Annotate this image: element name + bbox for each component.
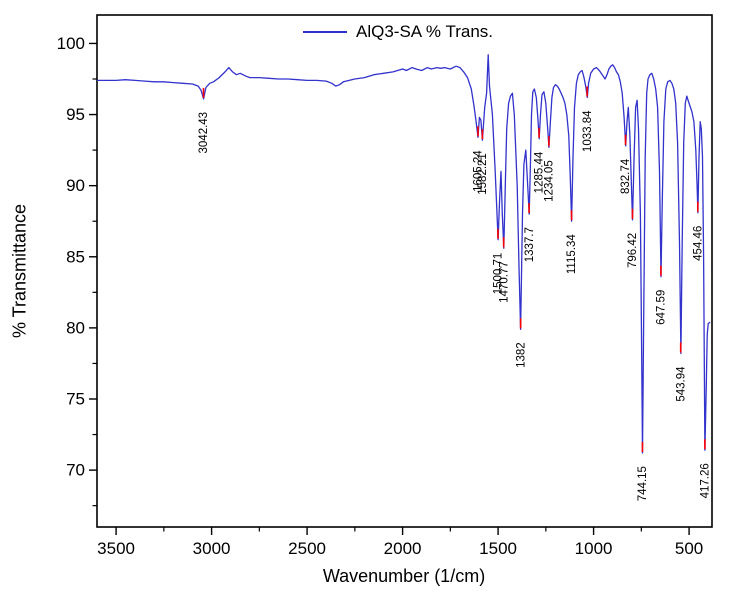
x-tick-label: 3500 <box>97 539 135 558</box>
peak-label: 1500.71 <box>493 253 505 295</box>
peak-label: 543.94 <box>675 366 687 402</box>
peak-label: 832.74 <box>620 158 632 194</box>
peak-label: 1382 <box>515 342 527 368</box>
legend: AlQ3-SA % Trans. <box>303 22 493 42</box>
peak-label: 744.15 <box>637 466 649 501</box>
peak-label: 1285.44 <box>534 151 546 193</box>
y-tick-label: 70 <box>66 461 85 480</box>
legend-line-swatch <box>303 31 347 33</box>
x-tick-label: 2500 <box>288 539 326 558</box>
peak-label: 1470.77 <box>498 261 510 303</box>
peak-label: 454.46 <box>692 226 704 261</box>
y-tick-label: 90 <box>66 176 85 195</box>
spectrum-line <box>97 54 711 454</box>
peak-label: 1033.84 <box>582 110 594 152</box>
y-axis-title: % Transmittance <box>9 203 30 339</box>
peak-label: 1582.21 <box>477 153 489 195</box>
peak-label: 1115.34 <box>566 234 578 274</box>
x-tick-label: 1500 <box>479 539 517 558</box>
peak-label: 1605.24 <box>473 150 485 192</box>
y-tick-label: 75 <box>66 390 85 409</box>
peak-label: 1337.7 <box>524 227 536 262</box>
axis-frame <box>96 14 713 528</box>
x-tick-label: 1000 <box>575 539 613 558</box>
peak-label: 1234.05 <box>544 160 556 202</box>
legend-label: AlQ3-SA % Trans. <box>356 22 493 41</box>
y-tick-label: 100 <box>57 34 85 53</box>
x-axis-title: Wavenumber (1/cm) <box>322 566 486 586</box>
y-tick-label: 85 <box>66 247 85 266</box>
peak-label: 796.42 <box>627 233 639 268</box>
y-tick-label: 80 <box>66 318 85 337</box>
peak-label: 3042.43 <box>198 112 210 154</box>
x-tick-label: 3000 <box>193 539 231 558</box>
peak-label: 647.59 <box>656 290 668 325</box>
x-tick-label: 2000 <box>384 539 422 558</box>
y-tick-label: 95 <box>66 105 85 124</box>
peak-label: 417.26 <box>700 463 712 498</box>
x-tick-label: 500 <box>675 539 703 558</box>
